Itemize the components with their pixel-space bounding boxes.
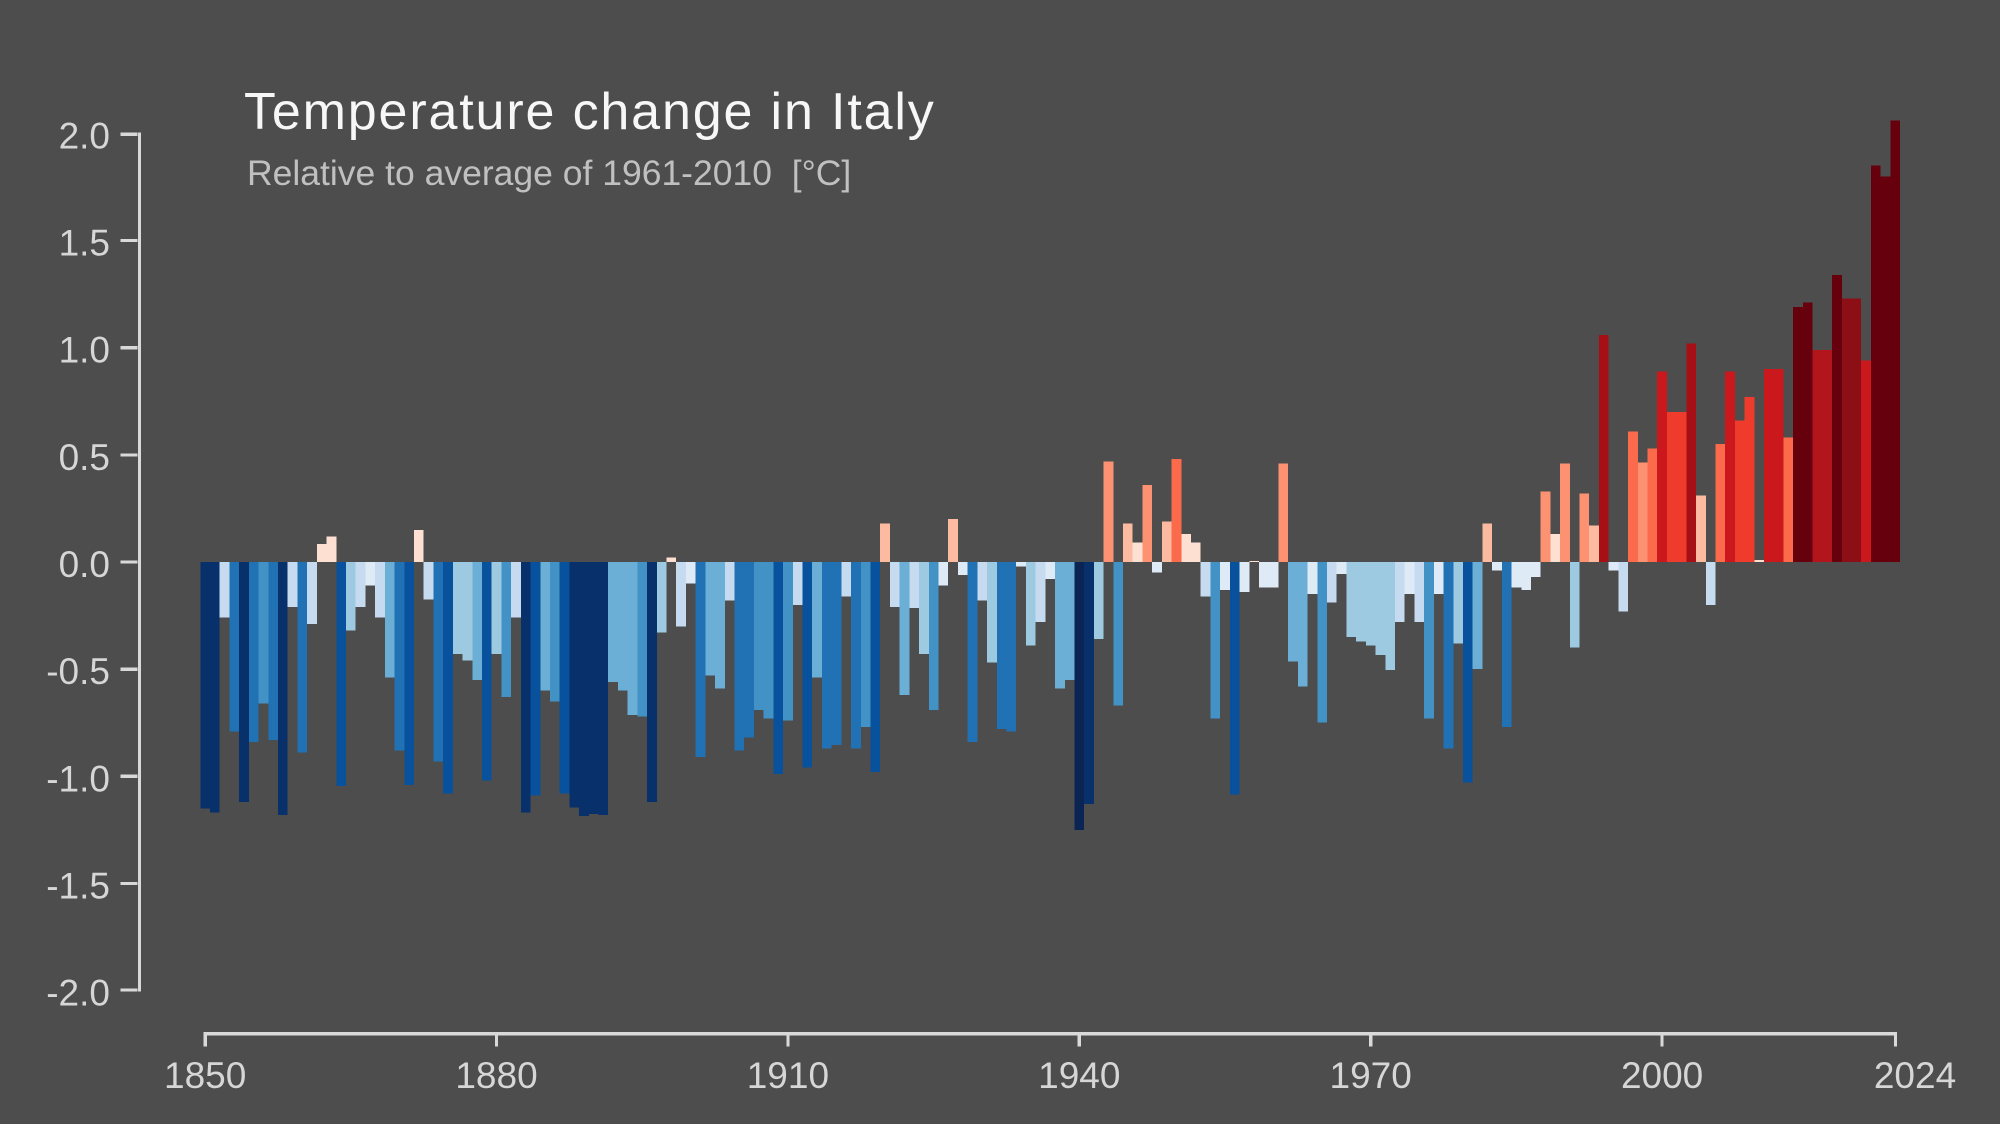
svg-text:-1.0: -1.0 bbox=[46, 758, 110, 799]
svg-text:-2.0: -2.0 bbox=[46, 973, 110, 1014]
svg-text:Relative to average of 1961-20: Relative to average of 1961-2010 [°C] bbox=[247, 153, 851, 193]
svg-text:0.0: 0.0 bbox=[59, 544, 110, 585]
svg-text:2000: 2000 bbox=[1621, 1055, 1703, 1096]
svg-text:1.5: 1.5 bbox=[59, 223, 110, 264]
svg-text:1910: 1910 bbox=[747, 1055, 829, 1096]
svg-text:-0.5: -0.5 bbox=[46, 651, 110, 692]
svg-text:1970: 1970 bbox=[1330, 1055, 1412, 1096]
svg-text:Temperature change in Italy: Temperature change in Italy bbox=[244, 83, 936, 141]
svg-text:1850: 1850 bbox=[164, 1055, 246, 1096]
svg-text:2024: 2024 bbox=[1874, 1055, 1956, 1096]
svg-text:0.5: 0.5 bbox=[59, 437, 110, 478]
svg-text:1880: 1880 bbox=[455, 1055, 537, 1096]
svg-text:2.0: 2.0 bbox=[59, 115, 110, 156]
svg-text:-1.5: -1.5 bbox=[46, 866, 110, 907]
svg-text:1940: 1940 bbox=[1038, 1055, 1120, 1096]
svg-text:1.0: 1.0 bbox=[59, 330, 110, 371]
